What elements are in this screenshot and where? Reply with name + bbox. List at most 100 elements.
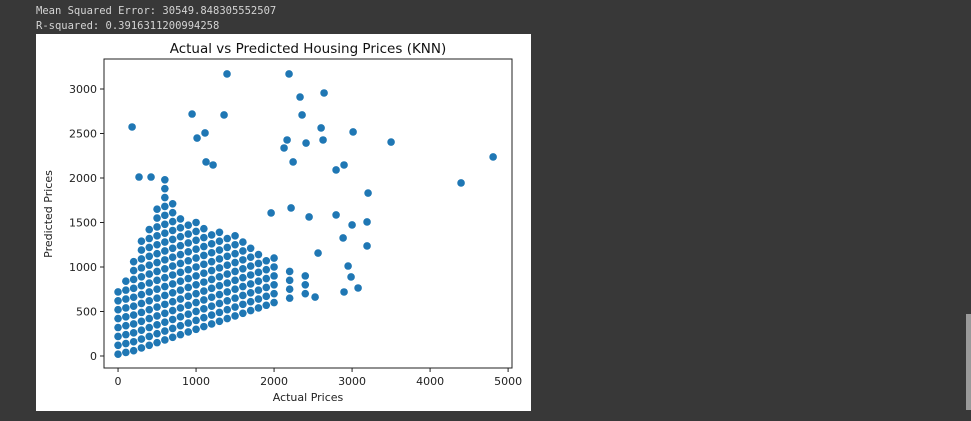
- point: [184, 301, 193, 310]
- point: [262, 301, 271, 310]
- point: [188, 110, 196, 118]
- point: [192, 236, 200, 245]
- point: [168, 235, 177, 244]
- point: [145, 243, 154, 252]
- point: [223, 234, 232, 243]
- point: [200, 287, 208, 295]
- point: [200, 224, 208, 233]
- point: [114, 305, 122, 314]
- point: [223, 314, 232, 323]
- point: [239, 282, 247, 291]
- point: [145, 323, 154, 332]
- y-tick-label: 500: [76, 305, 97, 318]
- point: [145, 225, 154, 234]
- point: [231, 240, 239, 249]
- figure-background: [36, 34, 531, 411]
- point: [301, 280, 310, 289]
- point: [161, 256, 169, 264]
- point: [285, 276, 294, 285]
- point: [168, 208, 177, 217]
- point: [153, 258, 161, 267]
- point: [200, 305, 208, 313]
- point: [129, 266, 138, 275]
- scrollbar[interactable]: [966, 314, 971, 410]
- y-tick-label: 1000: [69, 261, 97, 274]
- point: [270, 272, 278, 280]
- y-tick-label: 1500: [69, 216, 97, 229]
- point: [246, 306, 255, 315]
- point: [184, 319, 193, 327]
- point: [231, 276, 239, 285]
- point: [114, 288, 122, 296]
- point: [184, 274, 193, 283]
- point: [200, 251, 208, 260]
- point: [145, 252, 154, 261]
- point: [239, 247, 247, 255]
- point: [122, 321, 130, 330]
- point: [184, 328, 193, 336]
- point: [176, 215, 185, 223]
- point: [215, 272, 224, 281]
- point: [184, 310, 193, 318]
- x-axis-label: Actual Prices: [273, 391, 344, 404]
- point: [153, 329, 161, 338]
- point: [347, 273, 355, 281]
- point: [135, 173, 143, 181]
- point: [168, 244, 177, 253]
- point: [137, 264, 146, 272]
- point: [168, 324, 177, 333]
- point: [223, 270, 232, 278]
- point: [153, 303, 161, 311]
- point: [129, 257, 138, 266]
- point: [168, 288, 177, 297]
- point: [168, 280, 177, 288]
- point: [184, 221, 193, 229]
- point: [254, 277, 263, 286]
- point: [176, 286, 185, 294]
- point: [176, 304, 185, 312]
- point: [145, 279, 154, 287]
- point: [317, 124, 325, 132]
- point: [129, 346, 138, 355]
- point: [114, 350, 122, 359]
- point: [161, 202, 169, 211]
- point: [161, 273, 169, 282]
- axes-frame: [103, 58, 513, 369]
- point: [387, 138, 395, 146]
- y-tick-label: 2500: [69, 127, 97, 140]
- point: [168, 297, 177, 306]
- point: [192, 298, 200, 307]
- point: [215, 317, 224, 326]
- point: [332, 166, 340, 174]
- chart-title: Actual vs Predicted Housing Prices (KNN): [170, 41, 447, 57]
- point: [137, 344, 146, 352]
- point: [184, 265, 193, 274]
- point: [239, 264, 247, 273]
- point: [176, 241, 185, 250]
- point: [209, 161, 217, 169]
- point: [363, 242, 371, 250]
- point: [145, 270, 154, 278]
- point: [200, 313, 208, 322]
- point: [270, 289, 278, 298]
- point: [262, 256, 271, 265]
- point: [285, 267, 294, 276]
- point: [153, 249, 161, 258]
- point: [129, 320, 138, 328]
- point: [129, 284, 138, 293]
- x-tick-label: 0: [115, 375, 122, 388]
- point: [207, 231, 216, 239]
- point: [200, 242, 208, 251]
- point: [184, 230, 193, 238]
- point: [192, 227, 200, 236]
- point: [340, 288, 348, 296]
- point: [129, 302, 138, 310]
- point: [246, 271, 255, 279]
- point: [239, 309, 247, 318]
- point: [332, 211, 340, 219]
- point: [285, 294, 294, 302]
- point: [311, 293, 319, 301]
- point: [153, 294, 161, 302]
